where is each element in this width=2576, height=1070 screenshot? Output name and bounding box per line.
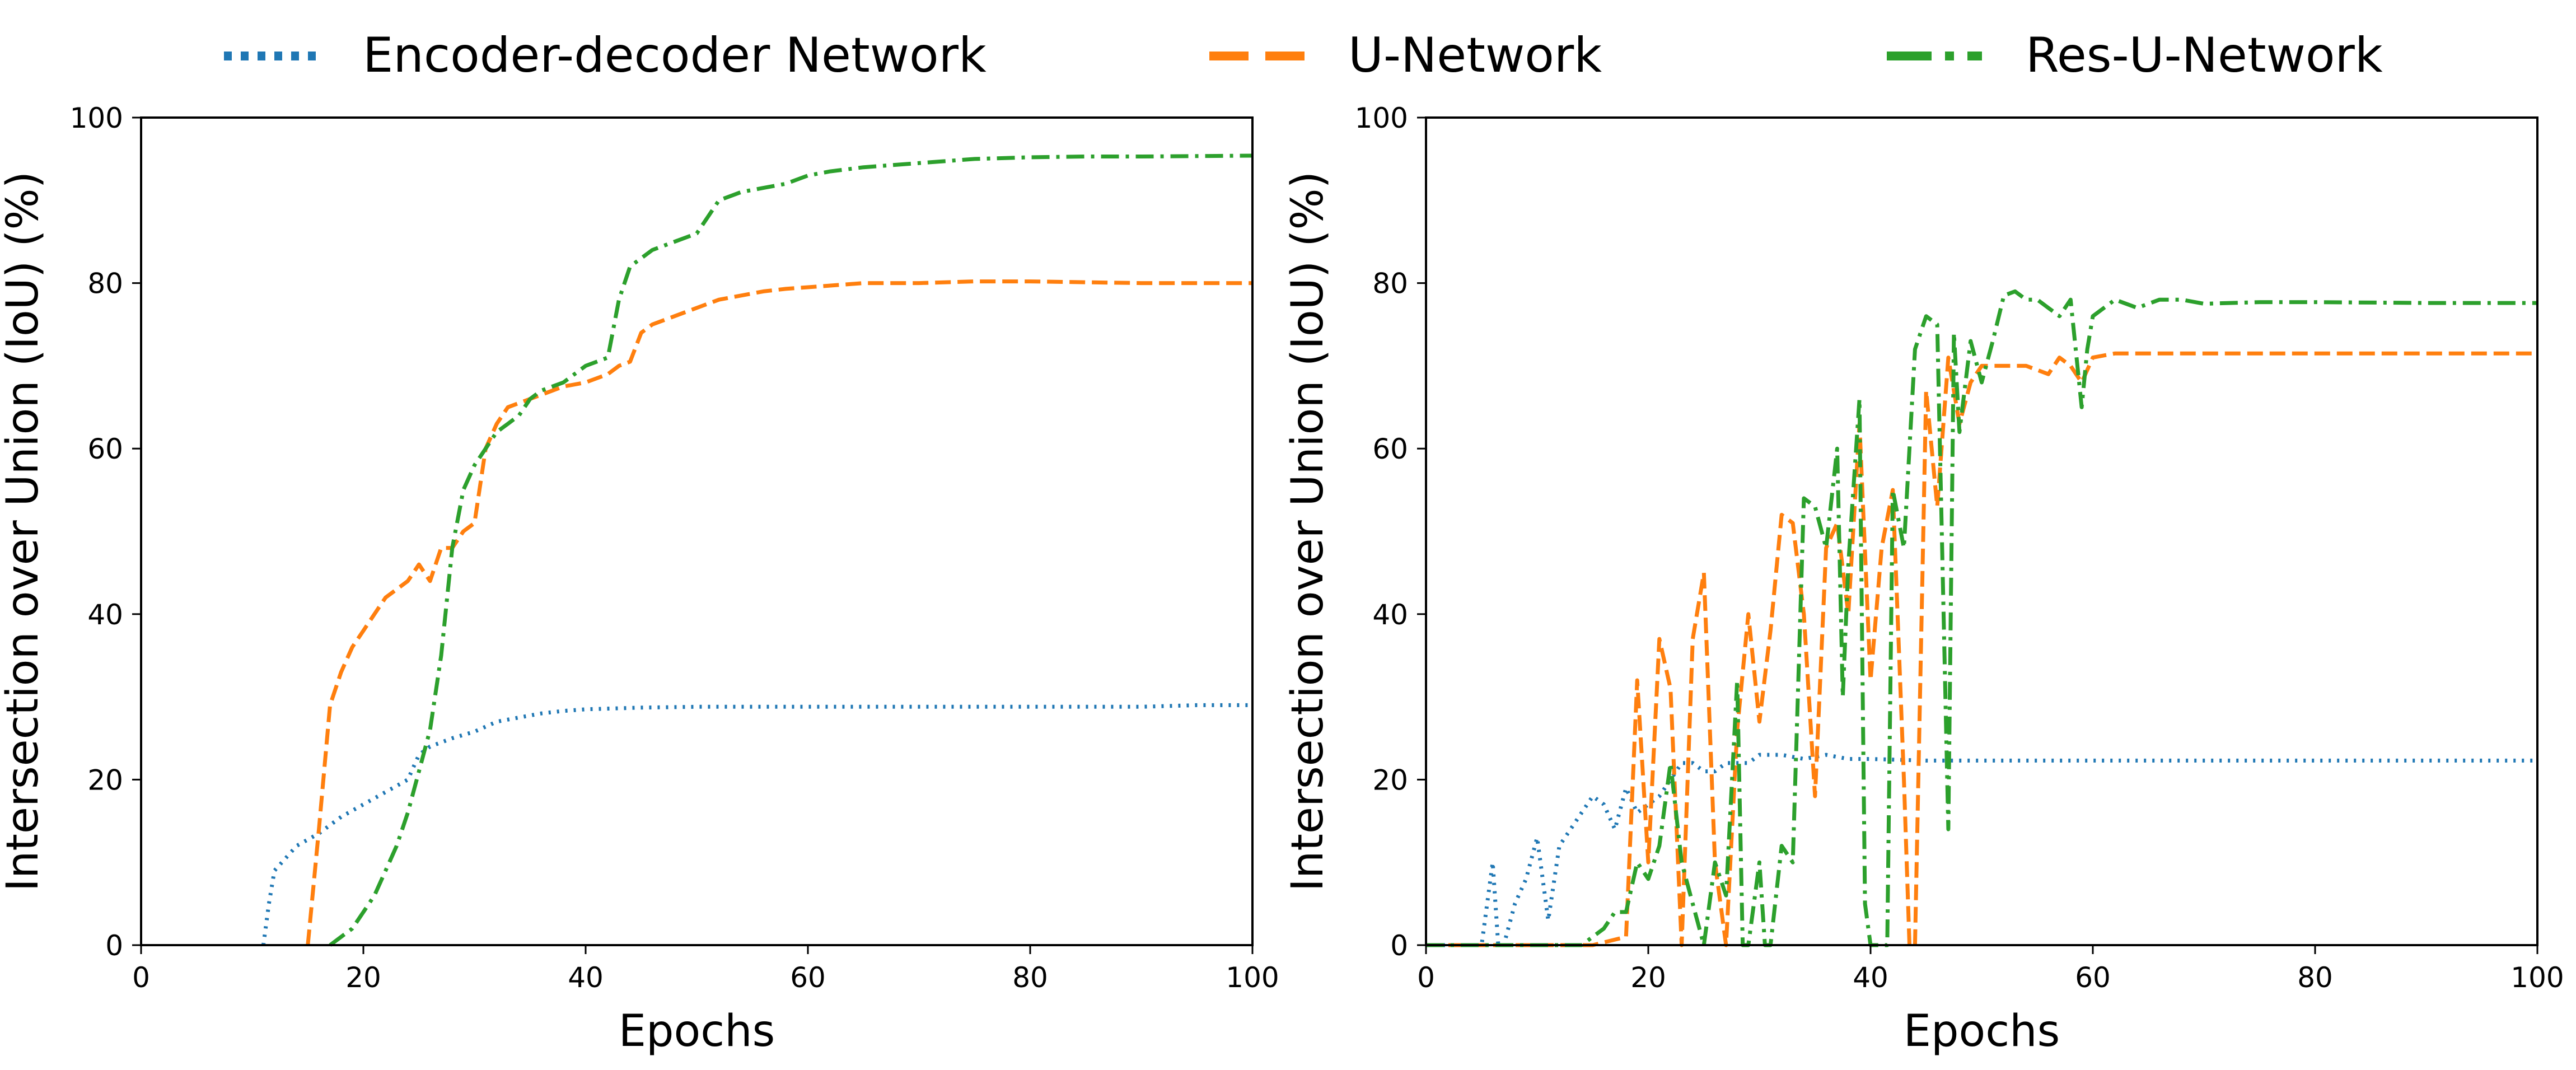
x-tick-label: 80	[2297, 961, 2333, 994]
x-axis-label: Epochs	[619, 1006, 775, 1057]
plot-frame	[1425, 116, 2538, 946]
y-tick-label: 60	[87, 433, 123, 465]
y-tick-label: 20	[1372, 764, 1408, 796]
y-tick-label: 20	[87, 764, 123, 796]
legend: Encoder-decoder Network U-Network Res-U-Ne…	[224, 27, 2383, 83]
y-tick-label: 0	[1390, 929, 1408, 962]
legend-item: Res-U-Network	[1887, 27, 2383, 83]
y-tick-label: 100	[1355, 102, 1408, 134]
series-line-encoder-decoder-network	[1426, 753, 2537, 947]
x-tick-label: 0	[132, 961, 150, 994]
x-tick-label: 100	[1226, 961, 1279, 994]
y-axis-label: Intersection over Union (IoU) (%)	[1283, 171, 1333, 891]
y-tick-label: 80	[1372, 268, 1408, 300]
chart-left: 0 20 40 60 80 100 0 20 40 60 80 100 Epochs Intersecti…	[0, 102, 1279, 1057]
legend-label: U-Network	[1348, 27, 1602, 83]
series-group	[261, 153, 1252, 947]
x-axis-label: Epochs	[1904, 1006, 2060, 1057]
series-line-res-u-network	[1426, 289, 2537, 947]
chart-right: 0 20 40 60 80 100 0 20 40 60 80 100 Epochs Intersecti…	[1283, 102, 2564, 1057]
x-tick-label: 0	[1417, 961, 1435, 994]
legend-item: Encoder-decoder Network	[224, 27, 987, 83]
series-group	[1426, 289, 2537, 947]
series-line-res-u-network	[329, 153, 1252, 947]
legend-item: U-Network	[1209, 27, 1602, 83]
series-line-u-network	[1426, 351, 2537, 947]
y-tick-label: 60	[1372, 433, 1408, 465]
x-tick-label: 20	[345, 961, 381, 994]
legend-label: Encoder-decoder Network	[363, 27, 987, 83]
x-tick-label: 80	[1012, 961, 1048, 994]
x-tick-label: 20	[1630, 961, 1666, 994]
y-tick-label: 100	[70, 102, 123, 134]
x-tick-label: 100	[2510, 961, 2564, 994]
y-tick-label: 0	[105, 929, 123, 962]
legend-label: Res-U-Network	[2026, 27, 2383, 83]
x-tick-label: 60	[2075, 961, 2111, 994]
y-tick-label: 40	[1372, 599, 1408, 631]
series-line-encoder-decoder-network	[261, 703, 1252, 946]
x-tick-label: 40	[1853, 961, 1888, 994]
y-tick-label: 80	[87, 268, 123, 300]
y-tick-label: 40	[87, 599, 123, 631]
series-line-u-network	[306, 279, 1252, 946]
y-axis-label: Intersection over Union (IoU) (%)	[0, 171, 48, 891]
plot-frame	[140, 116, 1254, 946]
x-tick-label: 60	[790, 961, 826, 994]
x-tick-label: 40	[568, 961, 604, 994]
